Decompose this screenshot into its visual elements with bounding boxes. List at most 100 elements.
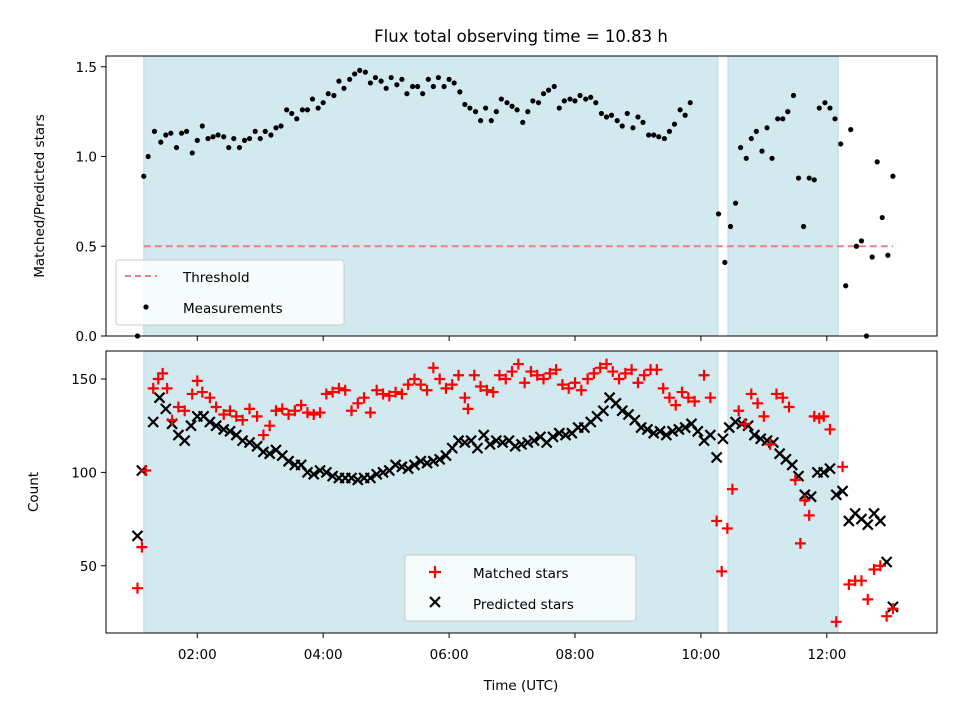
matched-star-point — [390, 386, 402, 398]
matched-star-point — [843, 578, 855, 590]
measurement-point — [551, 83, 557, 90]
predicted-star-point — [654, 425, 666, 438]
measurement-point — [488, 118, 494, 124]
matched-star-point — [799, 494, 811, 506]
matched-star-point — [824, 423, 836, 435]
matched-star-point — [358, 392, 370, 404]
matched-star-point — [196, 386, 208, 398]
matched-star-point — [446, 379, 458, 391]
measurement-point — [525, 109, 531, 115]
measurement-points — [134, 67, 896, 339]
top-y-tick-label: 1.5 — [76, 60, 97, 76]
measurement-point — [790, 92, 797, 99]
matched-star-point — [493, 369, 505, 381]
measurement-point — [651, 132, 657, 138]
measurement-point — [362, 69, 368, 75]
measurement-point — [472, 109, 479, 115]
measurement-point — [671, 121, 678, 127]
x-tick-label: 12:00 — [807, 647, 846, 663]
matched-star-point — [308, 408, 320, 420]
matched-star-point — [364, 407, 376, 419]
measurement-point — [451, 80, 457, 86]
top-x-ticks — [196, 336, 828, 341]
measurement-point — [640, 119, 646, 126]
measurement-point — [467, 105, 473, 111]
matched-star-point — [739, 418, 751, 430]
x-tick-label: 06:00 — [430, 647, 469, 663]
measurement-point — [822, 100, 828, 106]
matched-star-point — [453, 369, 465, 381]
measurement-point — [785, 109, 791, 115]
matched-star-point — [434, 373, 446, 385]
matched-star-point — [415, 379, 427, 391]
predicted-star-point — [717, 432, 729, 445]
top-y-tick-label: 1.0 — [76, 150, 97, 166]
measurement-point — [289, 110, 295, 117]
predicted-star-point — [836, 485, 849, 497]
measurement-point — [231, 135, 237, 142]
predicted-star-point — [147, 416, 159, 428]
predicted-star-point — [178, 434, 191, 447]
matched-star-point — [770, 388, 782, 400]
matched-star-point — [777, 392, 789, 404]
predicted-star-point — [224, 425, 236, 438]
measurement-point — [420, 91, 426, 97]
measurement-point — [608, 112, 615, 118]
measurement-point — [603, 114, 610, 120]
measurement-point — [577, 92, 583, 99]
matched-star-point — [600, 358, 612, 370]
measurement-point — [325, 91, 331, 97]
matched-star-point — [874, 560, 886, 572]
measurement-point — [178, 130, 185, 136]
top-shade-interval — [727, 55, 839, 337]
measurement-point — [205, 135, 211, 142]
matched-star-point — [440, 382, 452, 394]
predicted-star-point — [204, 416, 216, 428]
measurement-point — [320, 100, 326, 106]
measurement-point — [838, 141, 844, 147]
matched-star-point — [218, 408, 230, 420]
matched-star-point — [663, 392, 675, 404]
measurement-point — [598, 110, 605, 117]
matched-star-point — [569, 377, 581, 389]
bottom-legend-box — [404, 554, 637, 622]
matched-star-point — [830, 616, 842, 628]
measurement-point — [457, 89, 463, 95]
bottom-y-tick-label: 100 — [71, 465, 97, 481]
measurement-point — [141, 173, 147, 179]
measurement-point — [715, 211, 722, 217]
predicted-star-point — [477, 429, 490, 441]
matched-star-point — [803, 509, 815, 521]
measurement-point — [294, 116, 300, 122]
measurement-point — [583, 96, 589, 102]
matched-star-point — [377, 388, 389, 400]
measurement-point — [874, 159, 880, 165]
matched-star-point — [157, 367, 169, 379]
matched-star-point — [295, 399, 307, 411]
measurement-point — [246, 135, 253, 142]
matched-star-point — [698, 369, 710, 381]
matched-star-point — [283, 408, 295, 420]
matched-star-point — [333, 382, 345, 394]
predicted-star-point — [616, 404, 629, 417]
measurement-point — [624, 110, 630, 117]
measurement-point — [257, 135, 263, 142]
measurement-point — [666, 128, 673, 134]
measurement-point — [425, 76, 431, 82]
measurement-point — [441, 83, 447, 90]
measurement-point — [299, 107, 306, 113]
measurement-point — [858, 238, 865, 244]
matched-star-point — [204, 392, 216, 404]
matched-star-point — [396, 388, 408, 400]
predicted-star-point — [364, 472, 377, 484]
measurement-point — [656, 134, 662, 140]
matched-star-point — [270, 405, 282, 417]
chart-title: Flux total observing time = 10.83 h — [374, 27, 668, 46]
measurement-point — [315, 105, 321, 111]
measurement-point — [352, 71, 358, 77]
predicted-star-point — [320, 466, 333, 479]
measurement-point — [832, 116, 838, 122]
matched-star-point — [230, 410, 242, 422]
top-y-ticks: 0.0 0.5 1.0 1.5 — [76, 60, 106, 345]
measurement-point — [545, 87, 552, 93]
